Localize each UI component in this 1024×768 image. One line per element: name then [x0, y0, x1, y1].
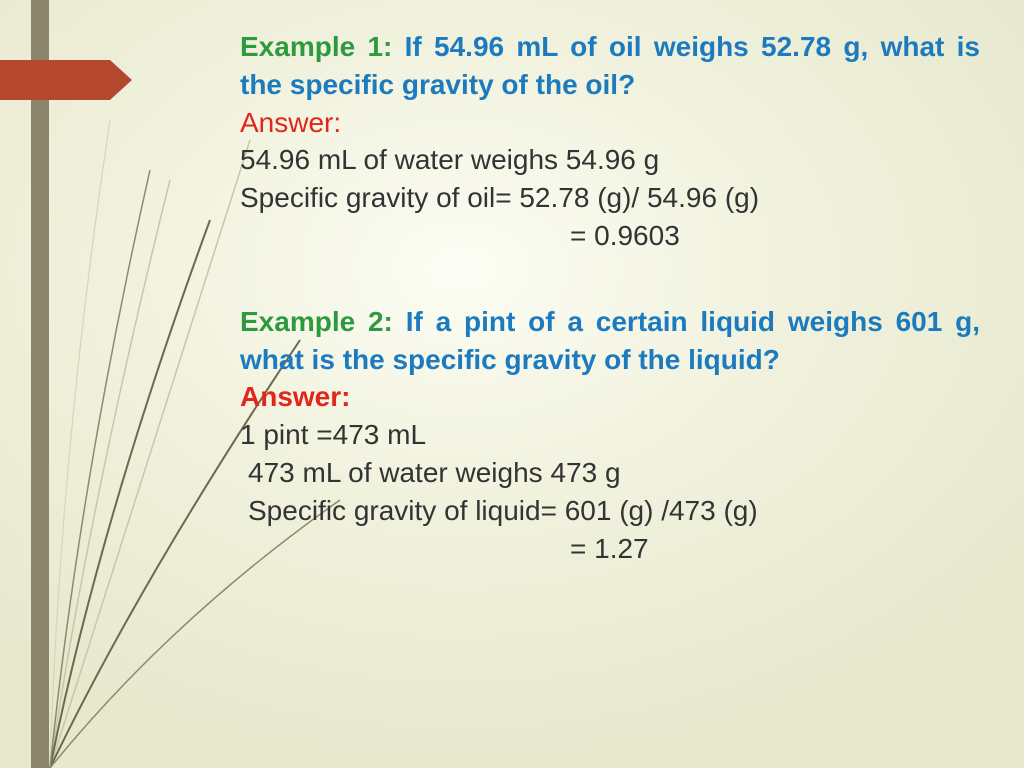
- arrow-marker: [0, 60, 135, 100]
- example1-question-line: Example 1: If 54.96 mL of oil weighs 52.…: [240, 28, 980, 104]
- example1-step2: Specific gravity of oil= 52.78 (g)/ 54.9…: [240, 179, 980, 217]
- example1-step1: 54.96 mL of water weighs 54.96 g: [240, 141, 980, 179]
- example2-label: Example 2:: [240, 306, 393, 337]
- example2-step3: Specific gravity of liquid= 601 (g) /473…: [240, 492, 980, 530]
- example1-answer-label: Answer:: [240, 104, 980, 142]
- slide-content: Example 1: If 54.96 mL of oil weighs 52.…: [240, 28, 980, 567]
- example1-block: Example 1: If 54.96 mL of oil weighs 52.…: [240, 28, 980, 255]
- example2-question-line: Example 2: If a pint of a certain liquid…: [240, 303, 980, 379]
- example2-answer-label: Answer:: [240, 378, 980, 416]
- example2-result: = 1.27: [240, 530, 980, 568]
- example2-step2: 473 mL of water weighs 473 g: [240, 454, 980, 492]
- sidebar-stripe: [31, 0, 49, 768]
- example1-label: Example 1:: [240, 31, 392, 62]
- example2-step1: 1 pint =473 mL: [240, 416, 980, 454]
- example2-block: Example 2: If a pint of a certain liquid…: [240, 303, 980, 568]
- example1-result: = 0.9603: [240, 217, 980, 255]
